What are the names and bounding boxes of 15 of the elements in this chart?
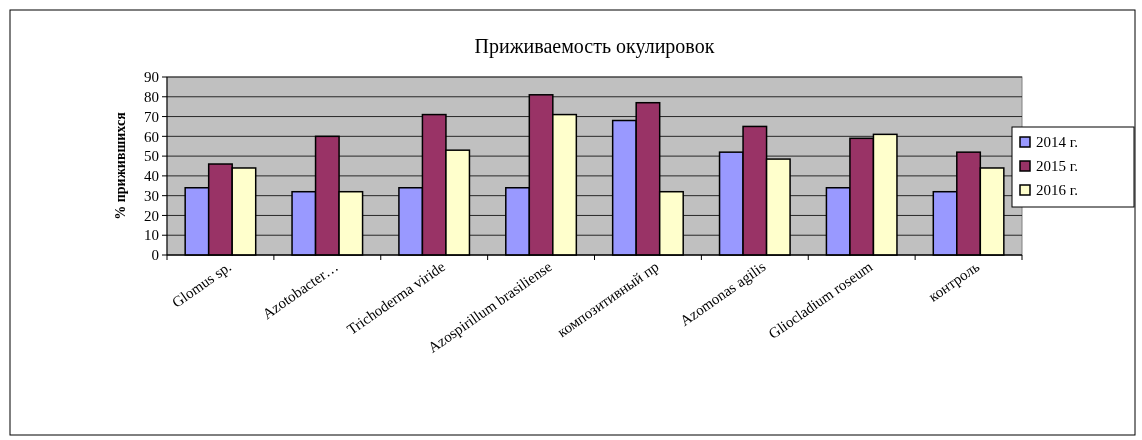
y-tick-label: 70 <box>144 108 159 125</box>
y-tick-label: 20 <box>144 207 159 224</box>
y-tick-label: 80 <box>144 89 159 106</box>
y-tick-label: 30 <box>144 187 159 204</box>
y-tick-label: 90 <box>144 69 159 86</box>
y-tick-label: 50 <box>144 148 159 165</box>
legend-label: 2016 г. <box>1036 182 1078 199</box>
y-tick-label: 10 <box>144 227 159 244</box>
legend-label: 2014 г. <box>1036 134 1078 151</box>
y-tick-label: 0 <box>151 247 159 264</box>
y-axis-title: % прижившихся <box>113 111 128 220</box>
legend-label: 2015 г. <box>1036 158 1078 175</box>
y-tick-label: 40 <box>144 168 159 185</box>
chart-title: Приживаемость окулировок <box>474 35 715 58</box>
y-tick-label: 60 <box>144 128 159 145</box>
